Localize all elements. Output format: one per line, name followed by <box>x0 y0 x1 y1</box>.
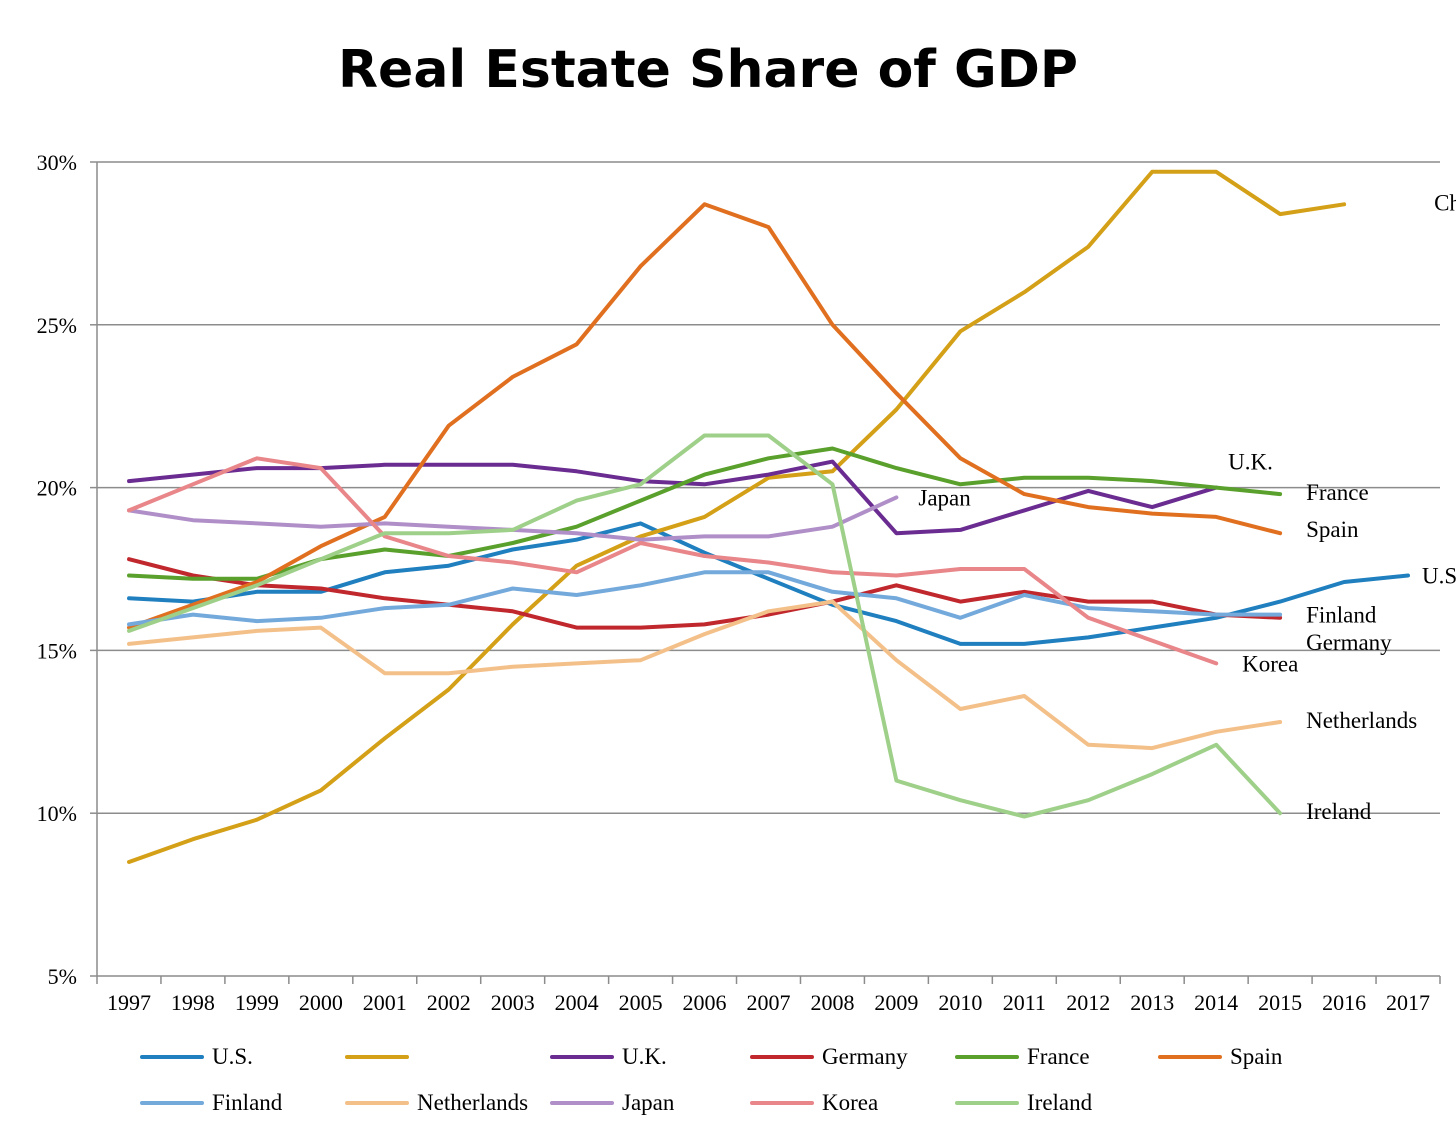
y-tick-label: 20% <box>37 476 77 501</box>
series-end-label-netherlands: Netherlands <box>1306 708 1417 733</box>
legend-label: Germany <box>822 1044 908 1069</box>
series-line-finland <box>127 570 1283 627</box>
legend-swatch <box>345 1101 409 1105</box>
series-end-label-spain: Spain <box>1306 517 1359 542</box>
legend-label: Netherlands <box>417 1090 529 1115</box>
series-line-u-s- <box>127 521 1410 646</box>
series-end-label-u-s-: U.S <box>1422 564 1456 589</box>
series-line-u-k- <box>127 459 1219 536</box>
x-tick-label: 2003 <box>491 990 535 1015</box>
x-tick-label: 1998 <box>171 990 215 1015</box>
legend-item: Korea <box>750 1086 878 1120</box>
x-tick-label: 2013 <box>1130 990 1174 1015</box>
legend-item: Finland <box>140 1086 282 1120</box>
series-end-label-japan: Japan <box>918 485 971 510</box>
legend-swatch <box>1158 1055 1222 1059</box>
legend-swatch <box>140 1101 204 1105</box>
legend-swatch <box>345 1055 409 1059</box>
y-tick-label: 25% <box>37 313 77 338</box>
x-tick-label: 2010 <box>938 990 982 1015</box>
legend-label: Finland <box>212 1090 283 1115</box>
series-line-germany <box>127 557 1283 630</box>
legend-item <box>345 1040 417 1074</box>
y-tick-label: 5% <box>48 964 77 989</box>
legend-item: France <box>955 1040 1090 1074</box>
series-end-label-finland: Finland <box>1306 603 1377 628</box>
legend-label: U.K. <box>622 1044 667 1069</box>
legend-label: U.S. <box>212 1044 253 1069</box>
legend-item: Netherlands <box>345 1086 528 1120</box>
legend-row: U.S. U.K. Germany France Spain <box>140 1040 1440 1086</box>
x-tick-label: 2007 <box>747 990 791 1015</box>
series-line-korea <box>127 456 1219 666</box>
legend-swatch <box>140 1055 204 1059</box>
legend-swatch <box>750 1055 814 1059</box>
legend-swatch <box>550 1055 614 1059</box>
legend-label: Japan <box>622 1090 675 1115</box>
legend-label: Spain <box>1230 1044 1283 1069</box>
series-line-japan <box>127 495 899 542</box>
x-tick-label: 2012 <box>1066 990 1110 1015</box>
legend-item: Japan <box>550 1086 674 1120</box>
y-tick-label: 10% <box>37 801 77 826</box>
x-tick-label: 2001 <box>363 990 407 1015</box>
legend-item: Ireland <box>955 1086 1092 1120</box>
legend-row: Finland Netherlands Japan Korea Ireland <box>140 1086 1440 1132</box>
x-tick-label: 2009 <box>874 990 918 1015</box>
x-tick-label: 2015 <box>1258 990 1302 1015</box>
x-tick-label: 2014 <box>1194 990 1238 1015</box>
series-end-label-ireland: Ireland <box>1306 799 1372 824</box>
series-end-label-korea: Korea <box>1242 651 1298 676</box>
x-tick-label: 1997 <box>107 990 151 1015</box>
x-tick-label: 1999 <box>235 990 279 1015</box>
chart-title: Real Estate Share of GDP <box>338 40 1078 100</box>
legend-label: Korea <box>822 1090 879 1115</box>
x-tick-label: 2011 <box>1003 990 1046 1015</box>
line-chart: 5% 10% 15% 20% 25% 30% 1997 1998 1999 2000 2001 200… <box>37 150 1456 1015</box>
legend-swatch <box>550 1101 614 1105</box>
x-tick-label: 2006 <box>683 990 727 1015</box>
series-line-spain <box>127 202 1283 630</box>
series-end-label-germany: Germany <box>1306 630 1392 655</box>
series-line-china <box>127 169 1347 864</box>
legend-item: Spain <box>1158 1040 1282 1074</box>
series-line-ireland <box>127 433 1283 819</box>
legend-item: Germany <box>750 1040 908 1074</box>
legend-swatch <box>750 1101 814 1105</box>
series-end-label-u-k-: U.K. <box>1228 450 1273 475</box>
legend-item: U.K. <box>550 1040 667 1074</box>
legend-swatch <box>955 1055 1019 1059</box>
legend: U.S. U.K. Germany France Spain Finland Netherl… <box>140 1040 1440 1132</box>
legend-label: France <box>1027 1044 1090 1069</box>
x-tick-label: 2005 <box>619 990 663 1015</box>
legend-swatch <box>955 1101 1019 1105</box>
series-end-label-china: China <box>1434 190 1456 215</box>
series-end-label-france: France <box>1306 480 1369 505</box>
y-tick-label: 15% <box>37 638 77 663</box>
legend-label: Ireland <box>1027 1090 1093 1115</box>
series-line-netherlands <box>127 599 1283 751</box>
x-tick-label: 2008 <box>810 990 854 1015</box>
y-tick-label: 30% <box>37 150 77 175</box>
x-tick-label: 2002 <box>427 990 471 1015</box>
x-tick-label: 2000 <box>299 990 343 1015</box>
legend-item: U.S. <box>140 1040 253 1074</box>
x-tick-label: 2017 <box>1386 990 1430 1015</box>
x-tick-label: 2016 <box>1322 990 1366 1015</box>
x-tick-label: 2004 <box>555 990 599 1015</box>
